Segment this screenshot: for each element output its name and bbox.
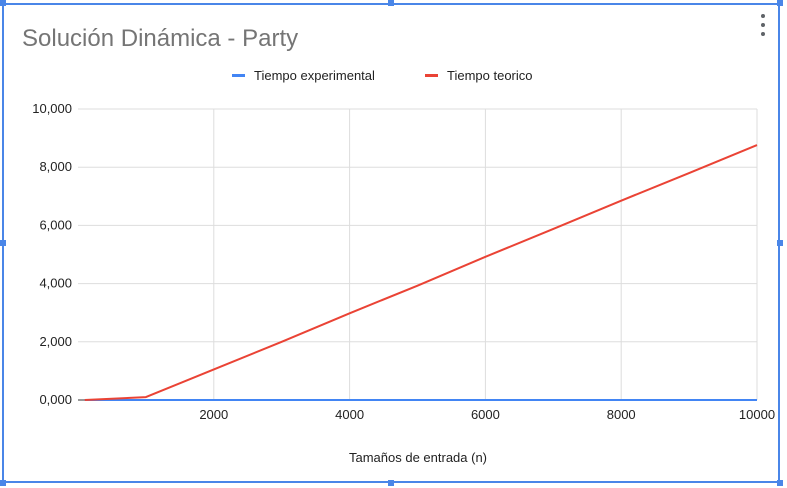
legend-label-1[interactable]: Tiempo experimental bbox=[254, 68, 375, 83]
x-tick-label: 4000 bbox=[335, 407, 364, 422]
y-tick-label: 0,000 bbox=[39, 392, 72, 407]
resize-handle-bottom-left[interactable] bbox=[0, 480, 6, 486]
legend-swatch-2 bbox=[425, 74, 438, 77]
grid-lines bbox=[78, 108, 758, 401]
resize-handle-middle-right[interactable] bbox=[777, 240, 783, 246]
axes: 0,000 2,000 4,000 6,000 8,000 10,000 2000 4000 6… bbox=[32, 101, 775, 422]
y-tick-label: 2,000 bbox=[39, 334, 72, 349]
y-tick-label: 8,000 bbox=[39, 159, 72, 174]
x-tick-label: 10000 bbox=[739, 407, 775, 422]
legend-swatch-1 bbox=[232, 74, 245, 77]
series-line-2[interactable] bbox=[84, 144, 758, 401]
resize-handle-middle-left[interactable] bbox=[0, 240, 6, 246]
x-axis-title: Tamaños de entrada (n) bbox=[349, 450, 487, 465]
resize-handle-top-left[interactable] bbox=[0, 0, 6, 6]
resize-handle-top-center[interactable] bbox=[388, 0, 394, 6]
resize-handle-top-right[interactable] bbox=[777, 0, 783, 6]
y-tick-label: 4,000 bbox=[39, 276, 72, 291]
more-options-icon[interactable] bbox=[758, 14, 768, 36]
series-lines bbox=[84, 144, 758, 401]
legend: Tiempo experimental Tiempo teorico bbox=[232, 68, 533, 83]
chart-container[interactable] bbox=[2, 3, 780, 483]
x-tick-label: 6000 bbox=[471, 407, 500, 422]
y-tick-label: 6,000 bbox=[39, 217, 72, 232]
resize-handle-bottom-right[interactable] bbox=[777, 480, 783, 486]
legend-label-2[interactable]: Tiempo teorico bbox=[447, 68, 533, 83]
x-tick-label: 8000 bbox=[607, 407, 636, 422]
chart-title: Solución Dinámica - Party bbox=[22, 25, 299, 52]
y-tick-label: 10,000 bbox=[32, 101, 72, 116]
x-tick-label: 2000 bbox=[199, 407, 228, 422]
resize-handle-bottom-center[interactable] bbox=[388, 480, 394, 486]
